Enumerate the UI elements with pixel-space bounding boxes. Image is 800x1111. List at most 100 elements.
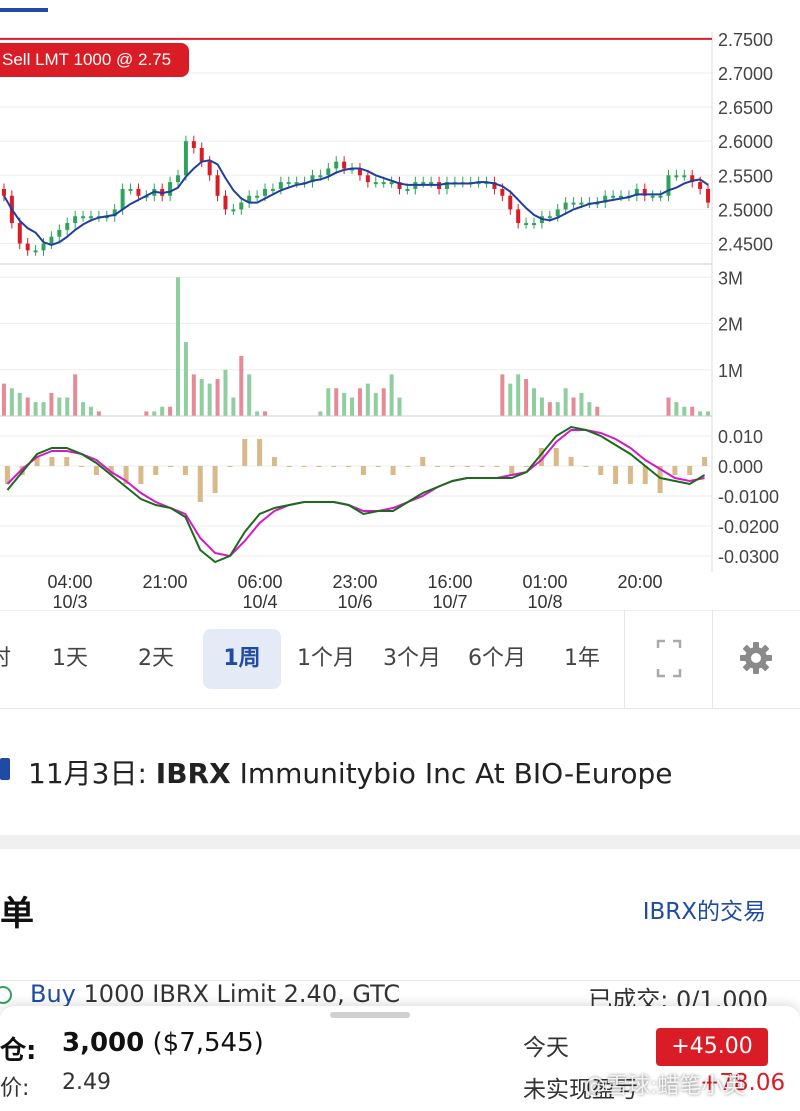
position-value: ($7,545)	[152, 1028, 264, 1058]
macd-histogram-bar	[553, 448, 559, 466]
x-tick-time: 04:00	[47, 572, 92, 592]
volume-bar	[255, 411, 260, 416]
candle	[247, 195, 252, 203]
x-tick-date: 10/7	[432, 592, 467, 612]
candle	[25, 243, 30, 251]
macd-histogram-bar	[479, 466, 485, 467]
candle	[65, 223, 70, 230]
price-chart[interactable]: 2.7500 2.7000 2.6500 2.6000 2.5500 2.5000 2.45…	[0, 32, 800, 622]
macd-histogram-bar	[242, 439, 248, 466]
macd-histogram-bar	[464, 466, 470, 467]
position-shares: 3,000	[62, 1028, 145, 1058]
macd-histogram-bar	[420, 457, 426, 466]
event-row[interactable]: 11月3日: IBRX Immunitybio Inc At BIO-Europ…	[0, 742, 800, 802]
range-button-2[interactable]: 2天	[138, 646, 174, 671]
candle	[326, 168, 331, 176]
volume-bar	[326, 388, 331, 416]
x-tick-date: 10/4	[242, 592, 277, 612]
macd-histogram-bar	[123, 466, 129, 484]
volume-bar	[690, 406, 695, 416]
macd-histogram-bar	[672, 466, 678, 475]
x-tick-time: 06:00	[237, 572, 282, 592]
candle	[611, 195, 616, 198]
fullscreen-button[interactable]	[624, 611, 713, 708]
candle	[207, 161, 212, 176]
volume-bar	[96, 411, 101, 416]
volume-bar	[381, 388, 386, 416]
macd-histogram-bar	[390, 466, 396, 475]
candle	[357, 168, 362, 176]
range-button-1[interactable]: 1天	[52, 646, 88, 671]
candle	[49, 236, 54, 244]
candle	[231, 209, 236, 212]
gear-icon	[740, 642, 772, 674]
candle	[603, 195, 608, 203]
volume-bar	[357, 388, 362, 416]
volume-bar	[500, 374, 505, 416]
candle	[650, 195, 655, 198]
candle	[168, 182, 173, 196]
macd-histogram-bar	[613, 466, 619, 484]
macd-histogram-bar	[64, 457, 70, 466]
candle	[698, 182, 703, 189]
range-button-7[interactable]: 1年	[564, 646, 600, 671]
volume-bar	[231, 397, 236, 416]
candle	[429, 182, 434, 185]
macd-histogram-bar	[627, 466, 633, 484]
range-button-4[interactable]: 1个月	[297, 646, 355, 671]
range-button-5[interactable]: 3个月	[383, 646, 441, 671]
macd-histogram-bar	[79, 466, 85, 467]
macd-histogram-bar	[435, 466, 441, 467]
macd-histogram-bar	[138, 466, 144, 484]
trades-link[interactable]: IBRX的交易	[642, 899, 766, 925]
macd-histogram-bar	[49, 457, 55, 466]
macd-histogram-bar	[598, 466, 604, 475]
moving-average-line	[3, 159, 709, 246]
x-tick-time: 23:00	[332, 572, 377, 592]
candle	[223, 195, 228, 210]
event-title: Immunitybio Inc At BIO-Europe	[239, 757, 673, 790]
volume-bar	[25, 397, 30, 416]
volume-bar	[65, 397, 70, 416]
volume-bar	[579, 392, 584, 416]
today-pl-value: +45.00	[656, 1028, 768, 1066]
macd-histogram-bar	[375, 466, 381, 467]
position-panel[interactable]: 持仓: 3,000 ($7,545) 均价: 2.49 今天 +45.00 未实…	[0, 1006, 800, 1111]
candle	[666, 175, 671, 196]
candle	[365, 175, 370, 183]
chart-svg[interactable]: 2.7500 2.7000 2.6500 2.6000 2.5500 2.5000 2.45…	[0, 32, 800, 622]
volume-tick-label: 3M	[718, 268, 743, 288]
order-row[interactable]	[0, 980, 800, 1021]
event-text: 11月3日: IBRX Immunitybio Inc At BIO-Europ…	[28, 752, 673, 792]
drag-handle[interactable]	[330, 1012, 410, 1018]
volume-bar	[587, 402, 592, 416]
macd-histogram-bar	[642, 466, 648, 484]
volume-bar	[247, 374, 252, 416]
candle	[278, 182, 283, 189]
top-tab-strip	[0, 0, 800, 12]
range-button-3[interactable]: 1周	[203, 629, 281, 689]
settings-button[interactable]	[712, 611, 800, 708]
candle	[73, 216, 78, 224]
candle	[17, 223, 22, 244]
range-button-6[interactable]: 6个月	[468, 646, 526, 671]
macd-histogram-bar	[657, 466, 663, 493]
candle	[634, 188, 639, 196]
candle	[658, 195, 663, 198]
volume-bar	[706, 411, 711, 416]
range-button-0[interactable]: 时	[0, 629, 24, 689]
candle	[571, 202, 576, 205]
volume-bar	[152, 411, 157, 416]
macd-tick-label: 0.010	[718, 427, 763, 447]
volume-bar	[263, 411, 268, 416]
volume-bar	[176, 277, 180, 416]
volume-bar	[1, 383, 6, 416]
volume-bar	[524, 379, 529, 416]
range-selector: 时 1天 2天 1周 1个月 3个月 6个月 1年	[0, 610, 800, 709]
candle	[1, 188, 6, 196]
candle	[389, 182, 394, 185]
unrealized-pl-label: 未实现盈亏	[523, 1077, 638, 1103]
event-ticker: IBRX	[155, 757, 231, 790]
sell-order-flag[interactable]: Sell LMT 1000 @ 2.75	[0, 43, 190, 77]
candle	[547, 216, 552, 219]
